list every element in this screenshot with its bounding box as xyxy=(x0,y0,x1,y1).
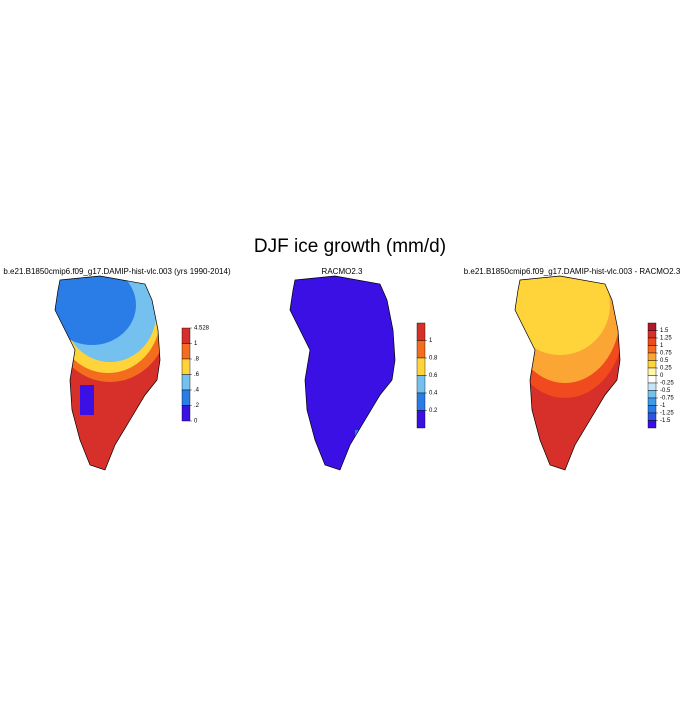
colorbar-label: 0.25 xyxy=(660,366,672,372)
colorbar-label: -0.75 xyxy=(660,396,674,402)
colorbar-swatch xyxy=(181,374,191,391)
panel-title: b.e21.B1850cmip6.f09_g17.DAMIP-hist-vlc.… xyxy=(464,267,681,276)
colorbar-swatch xyxy=(647,397,657,406)
colorbar-label: 4.528 xyxy=(194,326,210,332)
colorbar-swatch xyxy=(647,322,657,331)
colorbar-swatch xyxy=(647,367,657,376)
colorbar-swatch xyxy=(647,330,657,339)
colorbar-swatch xyxy=(416,322,426,341)
colorbar-swatch xyxy=(416,410,426,429)
colorbar-swatch xyxy=(647,390,657,399)
colorbar-label: 1.5 xyxy=(660,328,669,334)
panel-title: b.e21.B1850cmip6.f09_g17.DAMIP-hist-vlc.… xyxy=(3,267,231,276)
colorbar-swatch xyxy=(181,405,191,422)
colorbar-swatch xyxy=(416,392,426,411)
colorbar-label: 1.25 xyxy=(660,336,672,342)
panel-title: RACMO2.3 xyxy=(322,267,363,276)
colorbar-swatch xyxy=(416,357,426,376)
colorbar-swatch xyxy=(647,352,657,361)
colorbar-label: 1 xyxy=(194,341,198,347)
colorbar-label: 0 xyxy=(194,419,198,425)
colorbar-label: -1.25 xyxy=(660,411,674,417)
colorbar-label: 0.75 xyxy=(660,351,672,357)
colorbar-label: .8 xyxy=(194,357,200,363)
colorbar-label: -0.5 xyxy=(660,388,671,394)
colorbar-label: 0.4 xyxy=(429,391,438,397)
colorbar-swatch xyxy=(647,420,657,429)
colorbar-label: -1.5 xyxy=(660,418,671,424)
colorbar-label: 1 xyxy=(429,338,433,344)
colorbar-label: .6 xyxy=(194,372,200,378)
colorbar-label: 1 xyxy=(660,343,664,349)
colorbar-label: 0.5 xyxy=(660,358,669,364)
colorbar-swatch xyxy=(647,345,657,354)
colorbar-label: 0.8 xyxy=(429,356,438,362)
colorbar-swatch xyxy=(416,375,426,394)
colorbar-swatch xyxy=(647,337,657,346)
colorbar-swatch xyxy=(181,389,191,406)
colorbar-swatch xyxy=(647,360,657,369)
colorbar-swatch xyxy=(181,343,191,360)
colorbar-swatch xyxy=(647,375,657,384)
colorbar-swatch xyxy=(416,340,426,359)
figure-title: DJF ice growth (mm/d) xyxy=(254,236,446,257)
colorbar-swatch xyxy=(181,358,191,375)
colorbar-swatch xyxy=(647,405,657,414)
colorbar-label: .4 xyxy=(194,388,200,394)
colorbar-swatch xyxy=(181,327,191,344)
colorbar-swatch xyxy=(647,412,657,421)
colorbar-label: 0.2 xyxy=(429,408,438,414)
colorbar-label: 0 xyxy=(660,373,664,379)
greenland-map xyxy=(55,276,160,470)
map-panel-1: b.e21.B1850cmip6.f09_g17.DAMIP-hist-vlc.… xyxy=(3,267,231,471)
colorbar-label: -0.25 xyxy=(660,381,674,387)
colorbar-label: .2 xyxy=(194,403,200,409)
colorbar-label: -1 xyxy=(660,403,666,409)
colorbar-swatch xyxy=(647,382,657,391)
colorbar-label: 0.6 xyxy=(429,373,438,379)
